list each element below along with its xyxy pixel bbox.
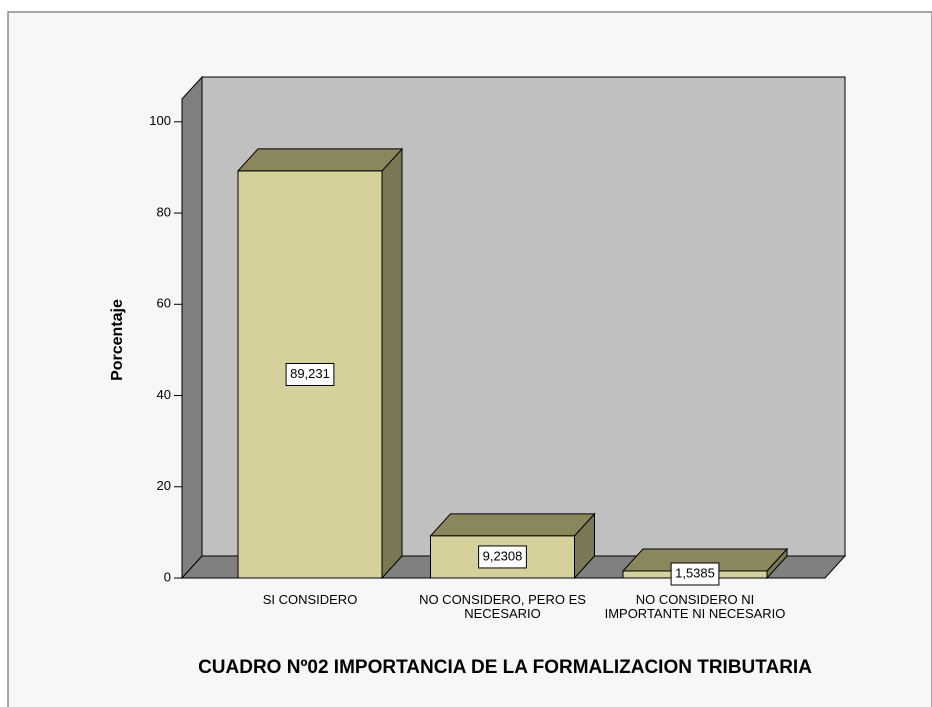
x-tick-label: SI CONSIDERO — [263, 592, 358, 607]
y-axis-label: Porcentaje — [109, 299, 126, 381]
bar-side — [381, 147, 403, 580]
value-label: 9,2308 — [483, 548, 523, 563]
left-wall — [181, 75, 203, 580]
x-tick-label: NO CONSIDERO, PERO ES NECESARIO — [419, 592, 586, 621]
value-label-box — [285, 362, 335, 386]
value-label-box — [478, 545, 527, 569]
value-label: 1,5385 — [675, 565, 715, 580]
x-tick-label: NO CONSIDERO NI IMPORTANTE NI NECESARIO — [605, 592, 786, 621]
y-tick-label: 0 — [164, 569, 171, 584]
y-tick-label: 100 — [149, 113, 171, 128]
value-label-box — [670, 562, 720, 586]
y-tick-label: 60 — [157, 296, 171, 311]
bar-top — [236, 148, 404, 172]
y-tick-label: 40 — [157, 387, 171, 402]
bar-top — [429, 513, 596, 537]
chart-title: CUADRO Nº02 IMPORTANCIA DE LA FORMALIZAC… — [198, 657, 812, 678]
y-tick-label: 20 — [157, 478, 171, 493]
value-label: 89,231 — [290, 366, 330, 381]
y-tick-label: 80 — [157, 204, 171, 219]
